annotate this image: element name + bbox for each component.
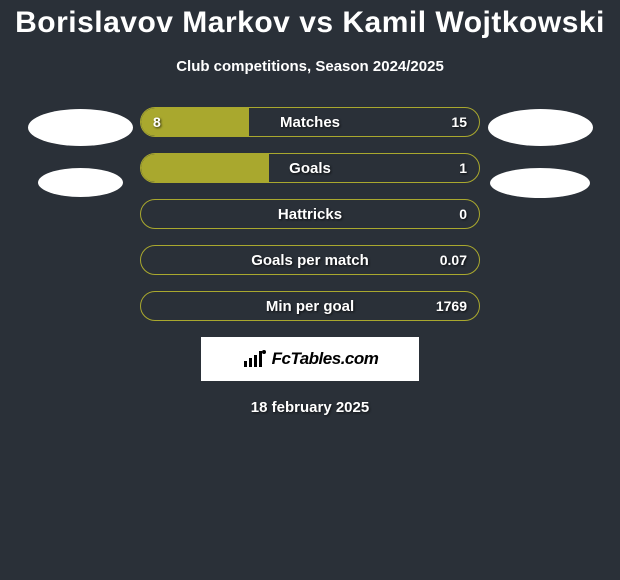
player-right-club-logo xyxy=(488,109,593,146)
stat-bar-left-fill xyxy=(141,154,269,182)
comparison-widget: Borislavov Markov vs Kamil Wojtkowski Cl… xyxy=(0,0,620,416)
stat-label: Goals per match xyxy=(141,246,479,274)
stat-bar: Goals1 xyxy=(140,153,480,183)
player-right-country-logo xyxy=(490,168,590,198)
comparison-bars: 8Matches15 Goals1 Hattricks0 Goals per matc… xyxy=(140,107,480,321)
stat-right-value: 1 xyxy=(459,154,467,182)
chart-area: 8Matches15 Goals1 Hattricks0 Goals per matc… xyxy=(0,107,620,321)
source-logo-text: FcTables.com xyxy=(272,349,379,369)
stat-bar: Goals per match0.07 xyxy=(140,245,480,275)
stat-label: Min per goal xyxy=(141,292,479,320)
source-logo-inner: FcTables.com xyxy=(242,349,379,369)
right-avatar-column xyxy=(480,107,600,198)
stat-bar: Hattricks0 xyxy=(140,199,480,229)
widget-date: 18 february 2025 xyxy=(251,399,369,416)
stat-left-value: 8 xyxy=(153,108,161,136)
bars-rising-icon xyxy=(242,349,268,369)
stat-right-value: 15 xyxy=(451,108,467,136)
player-left-country-logo xyxy=(38,168,123,197)
stat-right-value: 0 xyxy=(459,200,467,228)
stat-right-value: 1769 xyxy=(436,292,467,320)
page-subtitle: Club competitions, Season 2024/2025 xyxy=(176,58,444,75)
stat-bar: Min per goal1769 xyxy=(140,291,480,321)
stat-right-value: 0.07 xyxy=(440,246,467,274)
page-title: Borislavov Markov vs Kamil Wojtkowski xyxy=(15,6,605,40)
stat-label: Hattricks xyxy=(141,200,479,228)
stat-bar: 8Matches15 xyxy=(140,107,480,137)
left-avatar-column xyxy=(20,107,140,197)
player-left-club-logo xyxy=(28,109,133,146)
source-logo[interactable]: FcTables.com xyxy=(201,337,419,381)
